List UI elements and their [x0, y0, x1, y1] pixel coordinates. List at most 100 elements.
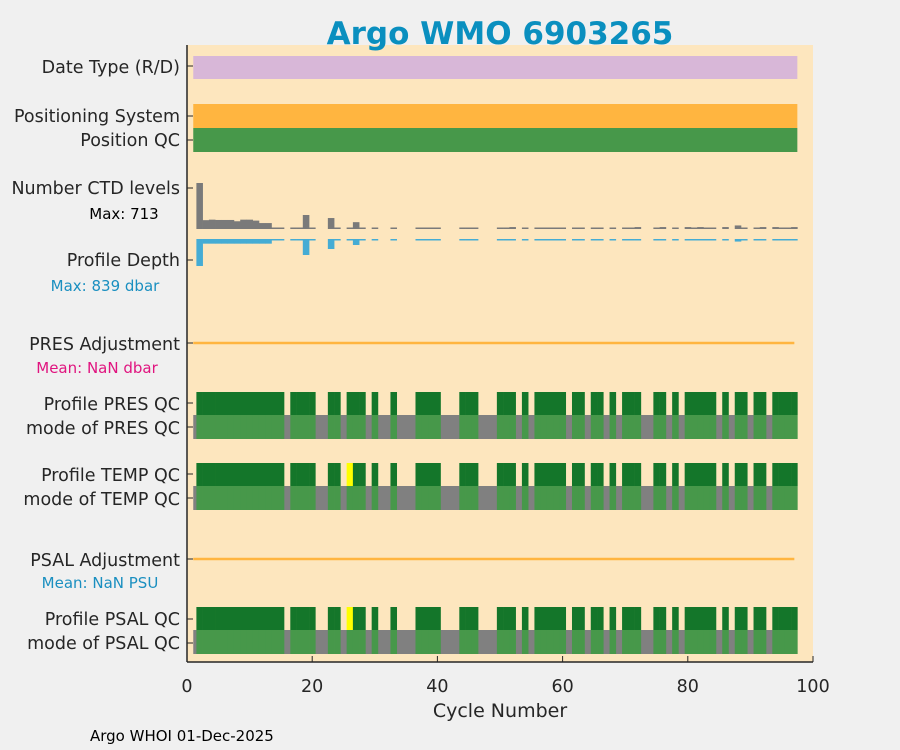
profile-depth-bar: [778, 239, 786, 241]
pres-mode-qc-cell: [553, 415, 560, 439]
temp-mode-qc-cell: [327, 486, 335, 510]
profile-depth-bar: [221, 239, 228, 244]
pres-mode-qc-cell: [521, 415, 529, 439]
pres-mode-qc-cell: [277, 415, 285, 439]
ctd-levels-bar: [290, 227, 297, 229]
pres-mode-qc-cell: [791, 415, 798, 439]
temp-profile-qc-cell: [246, 463, 254, 486]
psal-mode-qc-cell: [546, 630, 554, 654]
ctd-levels-bar: [571, 227, 579, 229]
profile-depth-bar: [302, 239, 310, 255]
psal-profile-qc-cell: [734, 607, 742, 630]
temp-mode-qc-cell: [690, 486, 698, 510]
label-positioning-system: Positioning System: [14, 107, 180, 127]
ctd-levels-bar: [534, 227, 541, 229]
temp-mode-qc-cell: [772, 486, 779, 510]
chart-marks: [193, 56, 798, 654]
pres-profile-qc-cell: [240, 392, 247, 415]
ctd-levels-bar: [772, 227, 779, 229]
pres-mode-qc-cell: [252, 415, 260, 439]
ctd-levels-bar: [240, 219, 247, 229]
psal-mode-qc-cell: [697, 630, 704, 654]
label-temp-mode: mode of TEMP QC: [23, 490, 180, 510]
temp-mode-qc-cell: [734, 486, 742, 510]
pres-mode-qc-cell: [734, 415, 742, 439]
profile-depth-bar: [759, 239, 767, 241]
profile-depth-bar: [722, 239, 729, 241]
temp-mode-qc-cell: [546, 486, 554, 510]
pres-profile-qc-cell: [227, 392, 235, 415]
ctd-levels-bar: [659, 227, 667, 229]
profile-depth-bar: [772, 239, 779, 241]
profile-depth-bar: [346, 239, 354, 241]
ctd-levels-bar: [496, 227, 504, 229]
temp-profile-qc-cell: [258, 463, 266, 486]
profile-depth-bar: [290, 239, 297, 241]
x-tick-label: 80: [677, 677, 699, 697]
psal-profile-qc-cell: [634, 607, 642, 630]
temp-profile-qc-cell: [791, 463, 798, 486]
pres-profile-qc-cell: [546, 392, 554, 415]
pres-profile-qc-cell: [346, 392, 354, 415]
pres-profile-qc-cell: [428, 392, 435, 415]
pres-profile-qc-cell: [759, 392, 767, 415]
pres-mode-qc-cell: [684, 415, 692, 439]
profile-depth-bar: [246, 239, 254, 244]
psal-profile-qc-cell: [258, 607, 266, 630]
temp-profile-qc-cell: [346, 463, 354, 486]
psal-profile-qc-cell: [265, 607, 272, 630]
profile-depth-bar: [459, 239, 466, 241]
pres-profile-qc-cell: [590, 392, 598, 415]
temp-mode-qc-cell: [428, 486, 435, 510]
profile-depth-bar: [684, 239, 692, 241]
ctd-levels-bar: [471, 227, 479, 229]
ctd-levels-bar: [296, 227, 304, 229]
pres-mode-qc-cell: [503, 415, 510, 439]
pres-mode-qc-cell: [246, 415, 254, 439]
temp-mode-qc-cell: [302, 486, 310, 510]
psal-profile-qc-cell: [590, 607, 598, 630]
pres-mode-qc-cell: [296, 415, 304, 439]
psal-mode-qc-cell: [434, 630, 441, 654]
psal-mode-qc-cell: [465, 630, 473, 654]
footer-text: Argo WHOI 01-Dec-2025: [90, 727, 274, 745]
ctd-levels-bar: [553, 227, 560, 229]
label-pres-qc: Profile PRES QC: [44, 395, 180, 415]
x-tick-label: 0: [181, 677, 192, 697]
temp-mode-qc-cell: [290, 486, 297, 510]
pres-profile-qc-cell: [697, 392, 704, 415]
psal-profile-qc-cell: [421, 607, 429, 630]
psal-mode-qc-cell: [327, 630, 335, 654]
profile-depth-bar: [421, 239, 429, 241]
pres-profile-qc-cell: [271, 392, 279, 415]
ctd-levels-bar: [415, 227, 423, 229]
pres-profile-qc-cell: [597, 392, 604, 415]
profile-depth-bar: [540, 239, 548, 241]
ctd-levels-bar: [271, 227, 279, 229]
temp-mode-qc-cell: [628, 486, 635, 510]
psal-mode-qc-cell: [791, 630, 798, 654]
x-axis-label: Cycle Number: [433, 700, 567, 722]
temp-mode-qc-cell: [590, 486, 598, 510]
psal-mode-qc-cell: [553, 630, 560, 654]
psal-mode-qc-cell: [252, 630, 260, 654]
psal-mode-qc-cell: [459, 630, 466, 654]
positioning-system-bar: [193, 104, 798, 128]
profile-depth-bar: [672, 239, 679, 241]
psal-profile-qc-cell: [371, 607, 379, 630]
pres-profile-qc-cell: [534, 392, 541, 415]
temp-profile-qc-cell: [597, 463, 604, 486]
pres-mode-qc-cell: [672, 415, 679, 439]
ctd-levels-bar: [359, 227, 366, 229]
pres-mode-qc-cell: [227, 415, 235, 439]
temp-mode-qc-cell: [778, 486, 786, 510]
psal-mode-qc-cell: [759, 630, 767, 654]
profile-depth-bar: [215, 239, 222, 244]
ctd-levels-bar: [208, 219, 216, 229]
psal-profile-qc-cell: [202, 607, 210, 630]
temp-profile-qc-cell: [352, 463, 360, 486]
temp-mode-qc-cell: [459, 486, 466, 510]
psal-profile-qc-cell: [690, 607, 698, 630]
psal-mode-qc-cell: [202, 630, 210, 654]
pres-profile-qc-cell: [233, 392, 241, 415]
